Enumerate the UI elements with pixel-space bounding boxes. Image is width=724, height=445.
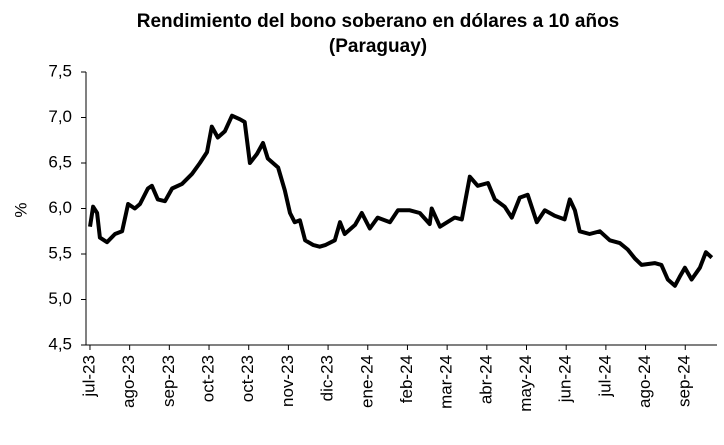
chart-title: Rendimiento del bono soberano en dólares… [137, 11, 620, 32]
y-tick-label: 6,0 [48, 198, 72, 217]
y-axis-label: % [11, 202, 30, 217]
x-tick-label: oct-23 [238, 355, 257, 402]
y-tick-label: 5,5 [48, 243, 72, 262]
x-tick-label: ago-23 [119, 355, 138, 408]
x-tick-label: feb-24 [397, 355, 416, 403]
x-tick-label: may-24 [516, 355, 535, 412]
y-tick-label: 7,5 [48, 61, 72, 80]
x-tick-label: jun-24 [556, 355, 575, 403]
x-tick-label: oct-23 [199, 355, 218, 402]
x-tick-label: ene-24 [357, 355, 376, 408]
x-tick-label: jul-23 [79, 355, 98, 398]
y-tick-label: 6,5 [48, 152, 72, 171]
x-tick-label: dic-23 [318, 355, 337, 401]
chart-subtitle: (Paraguay) [329, 36, 427, 57]
x-tick-label: mar-24 [437, 355, 456, 409]
x-tick-label: abr-24 [476, 355, 495, 404]
x-tick-label: sep-24 [675, 355, 694, 407]
x-tick-label: nov-23 [278, 355, 297, 407]
y-tick-label: 7,0 [48, 107, 72, 126]
x-tick-label: ago-24 [635, 355, 654, 408]
y-tick-label: 5,0 [48, 289, 72, 308]
line-series [88, 113, 714, 288]
y-tick-label: 4,5 [48, 334, 72, 353]
x-tick-label: sep-23 [159, 355, 178, 407]
x-tick-label: jul-24 [595, 355, 614, 398]
